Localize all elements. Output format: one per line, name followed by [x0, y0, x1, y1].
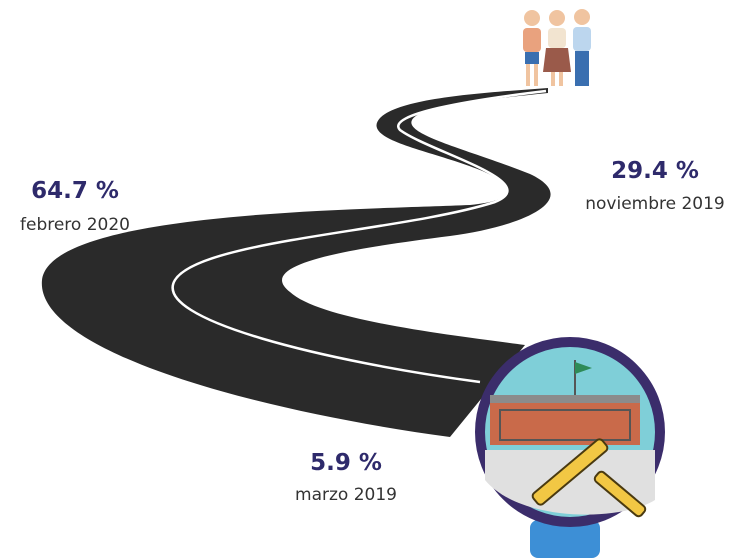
magnifier-icon	[475, 337, 665, 558]
milestone-date: marzo 2019	[295, 485, 397, 505]
road-line	[171, 89, 547, 384]
milestone-date: noviembre 2019	[585, 194, 725, 214]
milestone-date: febrero 2020	[20, 215, 130, 235]
road	[41, 88, 551, 437]
milestone-value: 64.7 %	[31, 178, 119, 204]
milestone-value: 5.9 %	[310, 450, 382, 476]
people-icon	[523, 9, 591, 86]
milestone-value: 29.4 %	[611, 158, 699, 184]
